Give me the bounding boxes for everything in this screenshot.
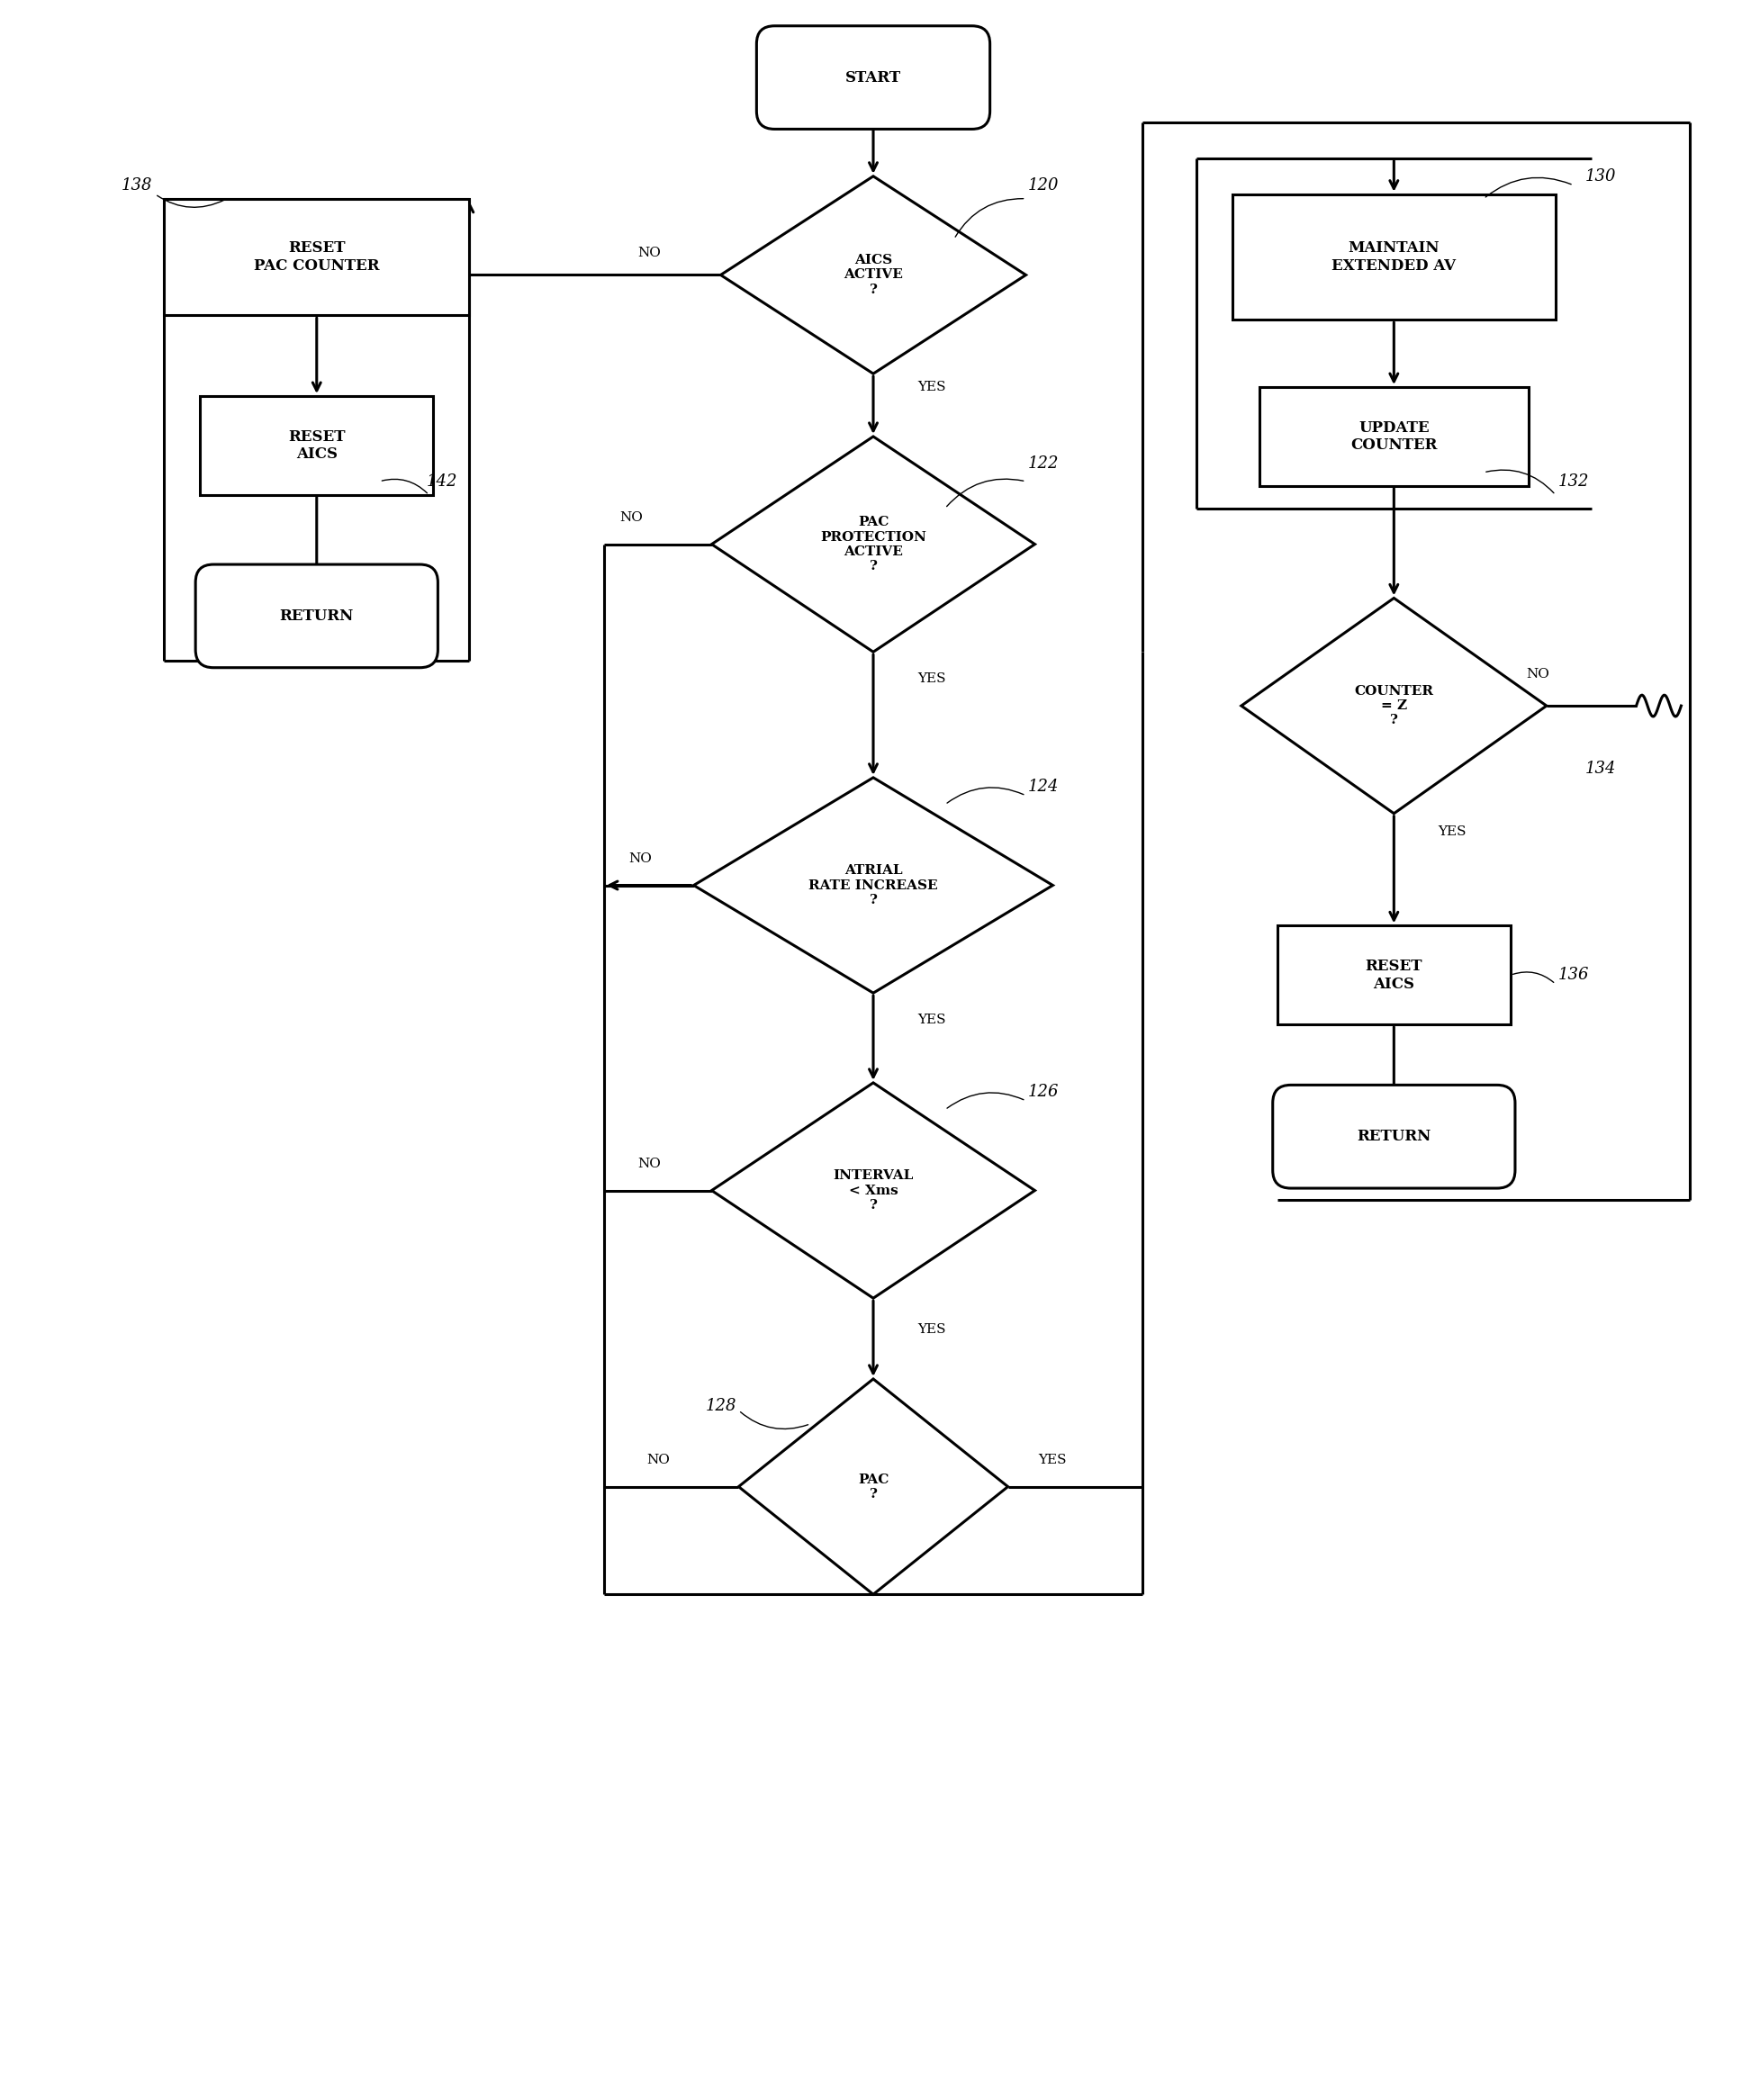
Polygon shape: [711, 437, 1035, 651]
Text: YES: YES: [918, 380, 946, 393]
Text: NO: NO: [629, 853, 651, 865]
Polygon shape: [711, 1084, 1035, 1298]
Text: NO: NO: [637, 246, 660, 258]
Text: NO: NO: [646, 1453, 669, 1466]
Text: RESET
AICS: RESET AICS: [289, 428, 345, 462]
Text: 122: 122: [1028, 456, 1059, 473]
FancyBboxPatch shape: [1233, 193, 1555, 319]
Text: 134: 134: [1585, 760, 1616, 777]
Text: PAC
?: PAC ?: [858, 1472, 890, 1499]
Text: RESET
PAC COUNTER: RESET PAC COUNTER: [254, 242, 380, 273]
Text: RETURN: RETURN: [280, 609, 354, 624]
Polygon shape: [739, 1380, 1009, 1594]
Polygon shape: [693, 777, 1052, 993]
Text: 128: 128: [706, 1399, 735, 1413]
Text: YES: YES: [1438, 825, 1466, 838]
Text: 130: 130: [1585, 168, 1616, 185]
Text: NO: NO: [637, 1157, 660, 1170]
Text: YES: YES: [918, 672, 946, 685]
Text: 138: 138: [121, 176, 152, 193]
FancyBboxPatch shape: [756, 25, 989, 128]
Polygon shape: [721, 176, 1026, 374]
Text: 142: 142: [427, 473, 459, 489]
Text: ATRIAL
RATE INCREASE
?: ATRIAL RATE INCREASE ?: [809, 865, 939, 907]
Text: 136: 136: [1558, 966, 1588, 983]
FancyBboxPatch shape: [165, 199, 469, 315]
Text: COUNTER
= Z
?: COUNTER = Z ?: [1354, 685, 1434, 727]
Text: NO: NO: [1525, 668, 1550, 680]
FancyBboxPatch shape: [200, 397, 434, 496]
FancyBboxPatch shape: [1273, 1086, 1515, 1189]
Text: AICS
ACTIVE
?: AICS ACTIVE ?: [844, 254, 904, 296]
Text: RESET
AICS: RESET AICS: [1366, 958, 1422, 991]
Text: 120: 120: [1028, 176, 1059, 193]
Text: 124: 124: [1028, 779, 1059, 794]
Text: YES: YES: [918, 1323, 946, 1336]
Text: UPDATE
COUNTER: UPDATE COUNTER: [1350, 420, 1438, 454]
Text: YES: YES: [1038, 1453, 1066, 1466]
Text: MAINTAIN
EXTENDED AV: MAINTAIN EXTENDED AV: [1333, 242, 1457, 273]
Text: RETURN: RETURN: [1357, 1130, 1431, 1144]
Text: NO: NO: [620, 510, 643, 523]
Text: START: START: [846, 69, 902, 86]
FancyBboxPatch shape: [1276, 926, 1511, 1025]
Polygon shape: [1241, 598, 1546, 813]
Text: 126: 126: [1028, 1084, 1059, 1100]
Text: YES: YES: [918, 1014, 946, 1027]
Text: PAC
PROTECTION
ACTIVE
?: PAC PROTECTION ACTIVE ?: [819, 517, 926, 573]
FancyBboxPatch shape: [1259, 386, 1529, 485]
Text: INTERVAL
< Xms
?: INTERVAL < Xms ?: [833, 1170, 914, 1212]
Text: 132: 132: [1558, 473, 1588, 489]
FancyBboxPatch shape: [196, 565, 438, 668]
